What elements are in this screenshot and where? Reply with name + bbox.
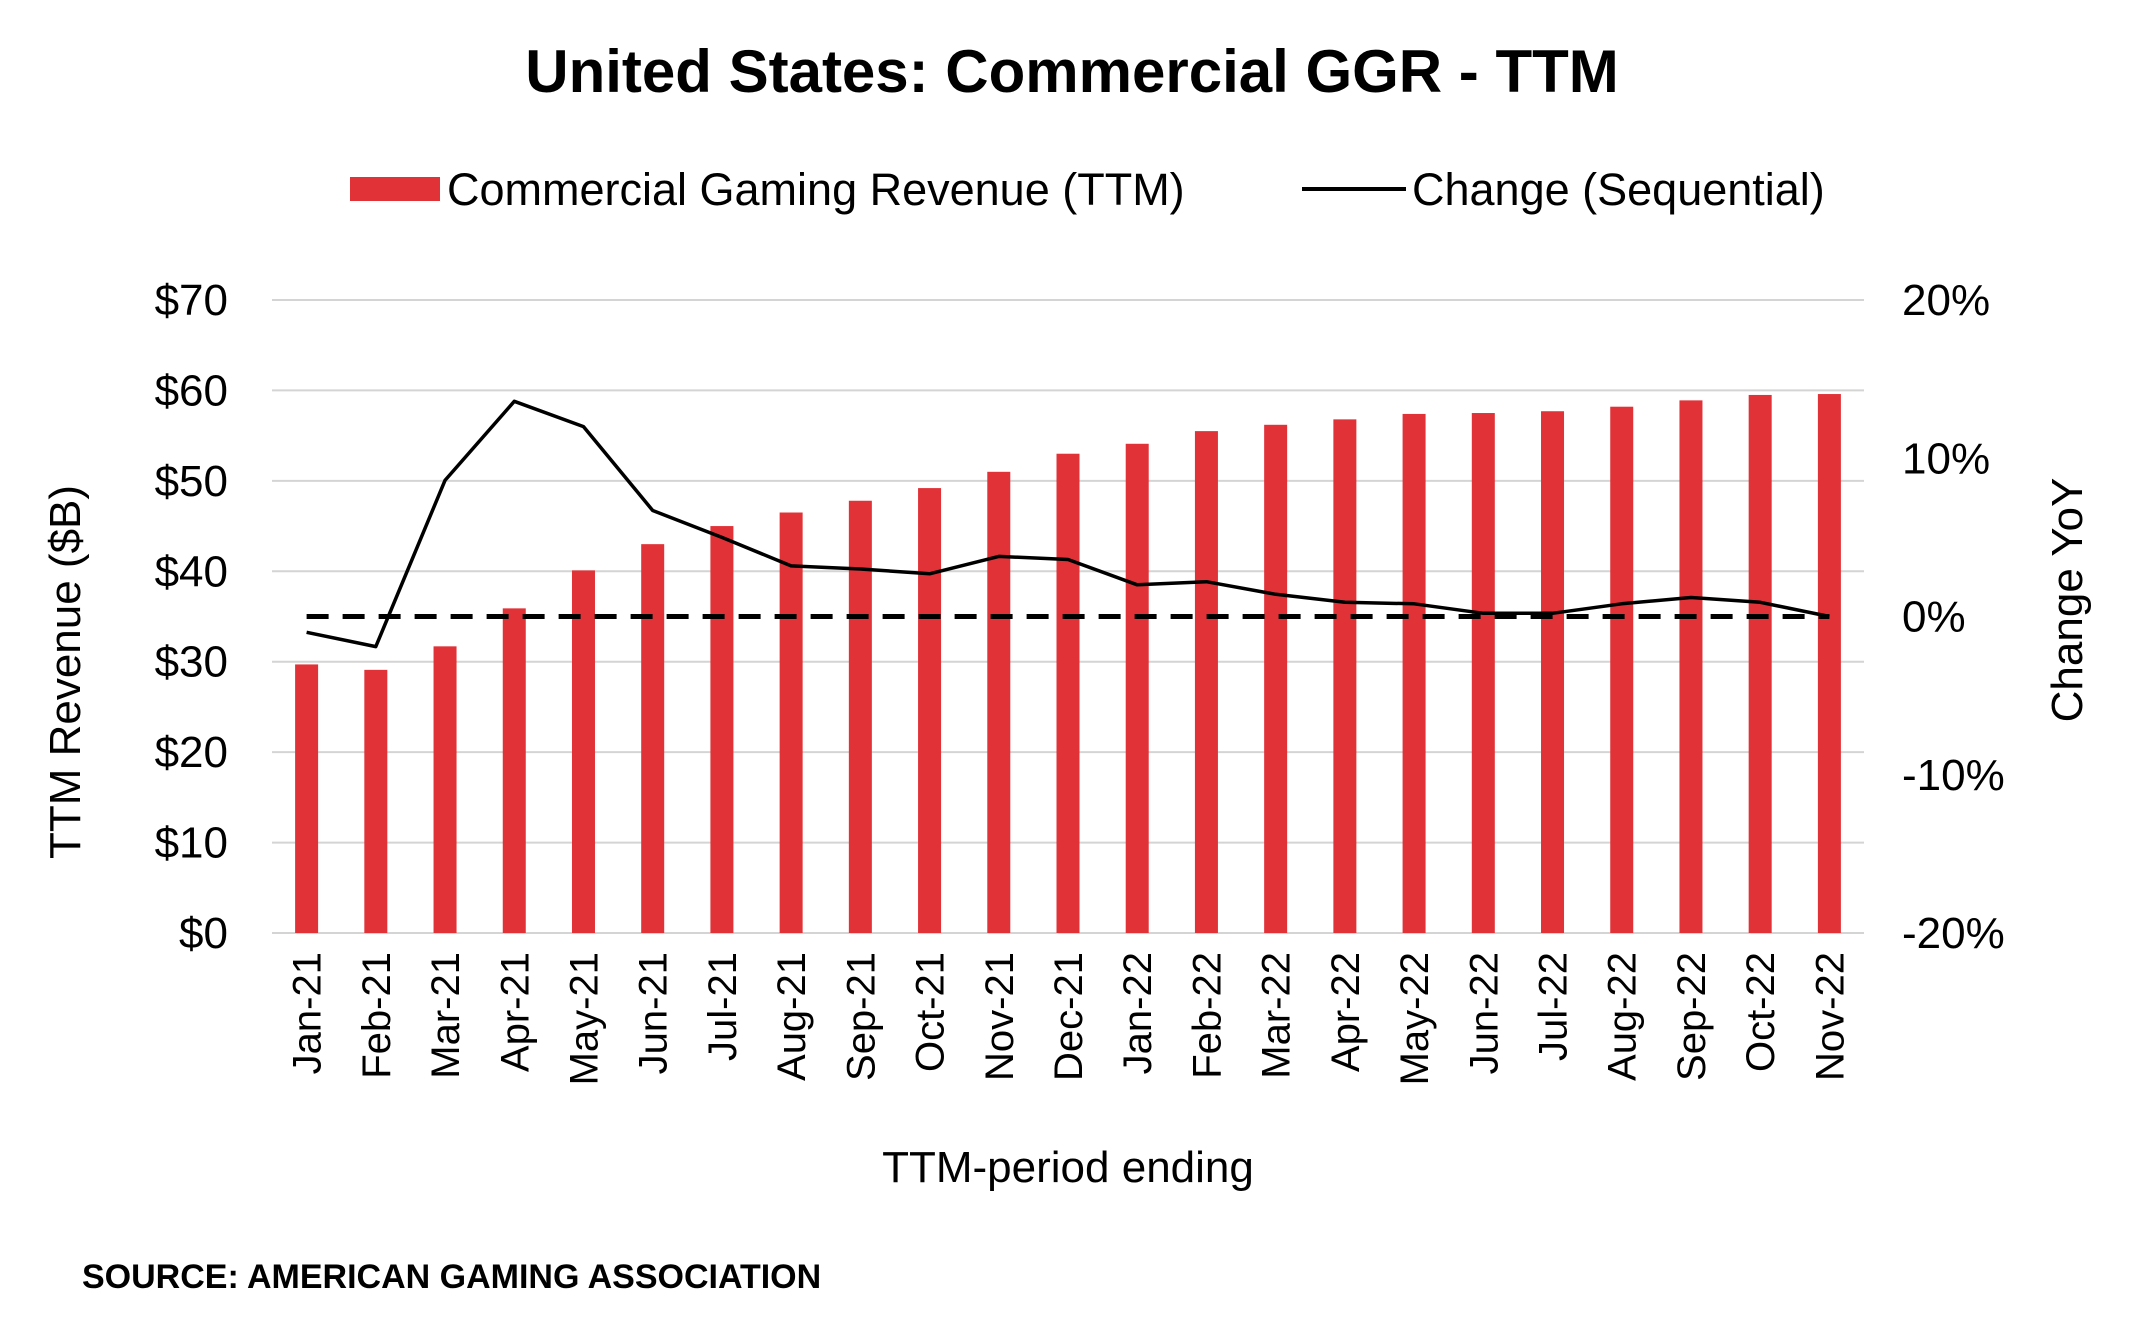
left-axis-ticks: $0 $10 $20 $30 $40 $50 $60 $70 bbox=[155, 276, 228, 958]
bar-Aug-22 bbox=[1610, 406, 1634, 934]
y2-tick-label: 0% bbox=[1902, 593, 1966, 642]
x-tick-label: Mar-21 bbox=[424, 952, 468, 1079]
x-tick-label: Oct-22 bbox=[1739, 952, 1783, 1072]
x-tick-label: Jun-21 bbox=[632, 952, 676, 1074]
bar-Aug-21 bbox=[779, 512, 803, 933]
right-axis-ticks: -20% -10% 0% 10% 20% bbox=[1902, 276, 2005, 958]
bar-Jan-21 bbox=[295, 664, 319, 933]
bar-Feb-22 bbox=[1194, 431, 1218, 933]
x-tick-label: Sep-22 bbox=[1670, 952, 1714, 1081]
x-tick-label: Feb-22 bbox=[1185, 952, 1229, 1079]
legend-label-revenue: Commercial Gaming Revenue (TTM) bbox=[447, 164, 1185, 215]
bar-Nov-21 bbox=[987, 471, 1011, 933]
bar-Nov-22 bbox=[1817, 394, 1841, 933]
bar-Sep-21 bbox=[848, 500, 872, 933]
y2-tick-label: -20% bbox=[1902, 909, 2005, 958]
bar-Jul-22 bbox=[1541, 411, 1565, 933]
bar-Mar-22 bbox=[1264, 424, 1288, 933]
bar-Jun-22 bbox=[1471, 413, 1495, 933]
y-tick-label: $60 bbox=[155, 366, 228, 415]
x-tick-label: Oct-21 bbox=[909, 952, 953, 1072]
y2-tick-label: -10% bbox=[1902, 751, 2005, 800]
bar-Sep-22 bbox=[1679, 400, 1703, 933]
bar-May-21 bbox=[571, 570, 595, 933]
x-tick-label: May-21 bbox=[562, 952, 606, 1085]
x-axis-label: TTM-period ending bbox=[882, 1143, 1254, 1192]
bar-Jun-21 bbox=[641, 544, 665, 933]
x-tick-label: Nov-22 bbox=[1808, 952, 1852, 1081]
x-tick-label: Aug-21 bbox=[770, 952, 814, 1081]
legend-label-change: Change (Sequential) bbox=[1412, 164, 1825, 215]
x-tick-label: Jul-21 bbox=[701, 952, 745, 1061]
bar-Apr-22 bbox=[1333, 419, 1357, 933]
x-tick-label: Jun-22 bbox=[1462, 952, 1506, 1074]
y-tick-label: $0 bbox=[179, 909, 228, 958]
bar-series bbox=[295, 394, 1841, 934]
x-tick-label: Nov-21 bbox=[978, 952, 1022, 1081]
x-tick-label: Sep-21 bbox=[839, 952, 883, 1081]
y2-tick-label: 10% bbox=[1902, 434, 1990, 483]
legend: Commercial Gaming Revenue (TTM) Change (… bbox=[350, 164, 1825, 215]
bar-May-22 bbox=[1402, 413, 1426, 933]
x-tick-label: Aug-22 bbox=[1601, 952, 1645, 1081]
bar-Oct-21 bbox=[918, 488, 942, 933]
bar-Feb-21 bbox=[364, 669, 388, 933]
y2-tick-label: 20% bbox=[1902, 276, 1990, 325]
bar-Jan-22 bbox=[1125, 443, 1149, 933]
x-tick-label: Dec-21 bbox=[1047, 952, 1091, 1081]
bar-Oct-22 bbox=[1748, 394, 1772, 933]
change-sequential-line bbox=[306, 399, 1830, 649]
x-tick-label: Apr-22 bbox=[1324, 952, 1368, 1072]
x-tick-label: Jul-22 bbox=[1532, 952, 1576, 1061]
y-axis-label: TTM Revenue ($B) bbox=[41, 485, 90, 859]
x-tick-label: Mar-22 bbox=[1255, 952, 1299, 1079]
x-axis-ticks: Jan-21 Feb-21 Mar-21 Apr-21 May-21 Jun-21 Jul-… bbox=[286, 952, 1853, 1085]
bar-Jul-21 bbox=[710, 526, 734, 933]
x-tick-label: Jan-22 bbox=[1116, 952, 1160, 1074]
x-tick-label: Feb-21 bbox=[355, 952, 399, 1079]
y-tick-label: $20 bbox=[155, 728, 228, 777]
y2-axis-label: Change YoY bbox=[2043, 478, 2092, 723]
bar-Dec-21 bbox=[1056, 453, 1080, 933]
x-tick-label: May-22 bbox=[1393, 952, 1437, 1085]
y-tick-label: $70 bbox=[155, 276, 228, 325]
legend-swatch-revenue bbox=[350, 177, 440, 201]
bar-Apr-21 bbox=[502, 608, 526, 933]
y-tick-label: $40 bbox=[155, 547, 228, 596]
y-tick-label: $10 bbox=[155, 819, 228, 868]
y-tick-label: $50 bbox=[155, 457, 228, 506]
y-tick-label: $30 bbox=[155, 638, 228, 687]
source-note: SOURCE: AMERICAN GAMING ASSOCIATION bbox=[82, 1258, 821, 1296]
x-tick-label: Apr-21 bbox=[493, 952, 537, 1072]
chart-title: United States: Commercial GGR - TTM bbox=[525, 38, 1618, 105]
x-tick-label: Jan-21 bbox=[286, 952, 330, 1074]
bar-Mar-21 bbox=[433, 646, 457, 933]
